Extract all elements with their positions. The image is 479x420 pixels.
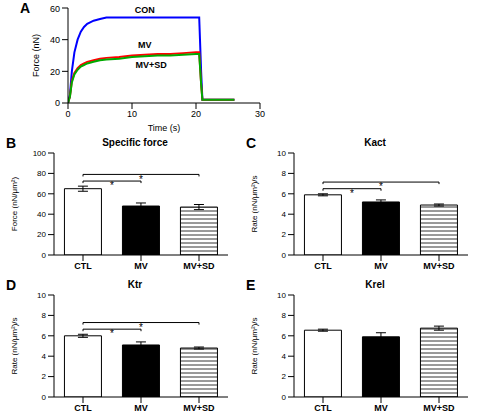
svg-text:2: 2	[282, 372, 287, 381]
svg-text:Time (s): Time (s)	[148, 123, 181, 133]
svg-text:CTL: CTL	[74, 403, 92, 413]
svg-text:*: *	[139, 174, 143, 185]
svg-text:Rate (nN/μm²)/s: Rate (nN/μm²)/s	[250, 317, 259, 374]
svg-text:MV+SD: MV+SD	[423, 403, 455, 413]
svg-text:Rate (nN/μm²)/s: Rate (nN/μm²)/s	[250, 175, 259, 232]
svg-text:MV+SD: MV+SD	[183, 261, 215, 271]
svg-text:80: 80	[37, 169, 46, 178]
svg-text:0: 0	[282, 393, 287, 402]
html-text:Specific force: Specific force	[102, 137, 168, 148]
svg-text:Force (nN/μm²): Force (nN/μm²)	[10, 176, 19, 231]
html-text:E: E	[246, 277, 256, 293]
svg-text:10: 10	[127, 109, 137, 119]
html-text:C: C	[246, 135, 257, 151]
svg-text:MV: MV	[374, 261, 388, 271]
svg-text:Force (nN): Force (nN)	[31, 34, 41, 77]
svg-text:*: *	[110, 180, 114, 191]
svg-text:CTL: CTL	[74, 261, 92, 271]
svg-text:MV+SD: MV+SD	[423, 261, 455, 271]
svg-text:MV+SD: MV+SD	[136, 60, 168, 70]
svg-text:0: 0	[42, 393, 47, 402]
svg-text:4: 4	[282, 352, 287, 361]
html-text:B: B	[6, 135, 17, 151]
svg-text:10: 10	[37, 291, 46, 300]
svg-text:2: 2	[282, 230, 287, 239]
svg-text:60: 60	[50, 4, 60, 14]
svg-text:30: 30	[255, 109, 265, 119]
svg-text:0: 0	[42, 251, 47, 260]
svg-text:10: 10	[277, 149, 286, 158]
svg-text:8: 8	[42, 311, 47, 320]
svg-text:6: 6	[282, 332, 287, 341]
svg-text:60: 60	[37, 190, 46, 199]
svg-text:*: *	[110, 328, 114, 339]
svg-text:CTL: CTL	[314, 403, 332, 413]
svg-text:MV: MV	[134, 261, 148, 271]
svg-text:6: 6	[282, 190, 287, 199]
svg-text:40: 40	[50, 35, 60, 45]
html-text:D: D	[6, 277, 17, 293]
svg-text:*: *	[139, 322, 143, 333]
svg-text:MV: MV	[134, 403, 148, 413]
svg-text:20: 20	[37, 230, 46, 239]
svg-text:4: 4	[282, 210, 287, 219]
svg-text:CON: CON	[135, 5, 155, 15]
svg-text:100: 100	[33, 149, 47, 158]
svg-text:MV: MV	[138, 40, 152, 50]
svg-text:20: 20	[50, 67, 60, 77]
svg-text:2: 2	[42, 372, 47, 381]
html-text:Ktr: Ktr	[127, 279, 143, 290]
svg-text:10: 10	[277, 291, 286, 300]
svg-text:CTL: CTL	[314, 261, 332, 271]
svg-text:*: *	[379, 181, 383, 192]
svg-text:0: 0	[282, 251, 287, 260]
html-text:A: A	[20, 0, 31, 16]
html-text:Krel: Krel	[365, 279, 385, 290]
svg-text:8: 8	[282, 169, 287, 178]
html-text:Kact: Kact	[364, 137, 386, 148]
svg-text:Rate (nN/μm²)/s: Rate (nN/μm²)/s	[10, 317, 19, 374]
svg-text:4: 4	[42, 352, 47, 361]
svg-text:8: 8	[282, 311, 287, 320]
svg-text:6: 6	[42, 332, 47, 341]
svg-text:*: *	[350, 188, 354, 199]
svg-text:0: 0	[55, 98, 60, 108]
svg-text:MV: MV	[374, 403, 388, 413]
svg-text:MV+SD: MV+SD	[183, 403, 215, 413]
svg-text:40: 40	[37, 210, 46, 219]
svg-text:20: 20	[191, 109, 201, 119]
svg-text:0: 0	[65, 109, 70, 119]
